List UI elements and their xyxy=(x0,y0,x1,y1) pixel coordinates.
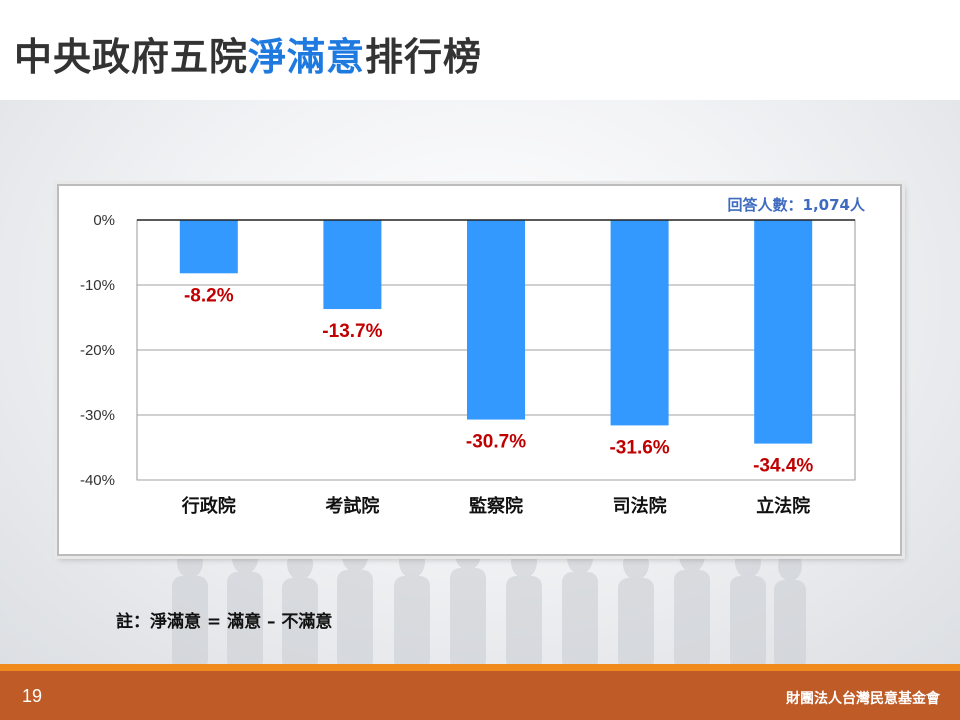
y-tick-label: -40% xyxy=(80,472,115,489)
title-highlight: 淨滿意 xyxy=(248,35,366,79)
data-label: -13.7% xyxy=(322,321,382,342)
footer-bar: 19 財團法人台灣民意基金會 xyxy=(0,671,960,720)
footnote: 註：淨滿意 = 滿意 – 不滿意 xyxy=(116,612,333,632)
bar-4 xyxy=(610,220,669,426)
bar-3 xyxy=(467,220,525,420)
sample-size-annotation: 回答人數：1,074人 xyxy=(728,196,866,214)
x-category-label: 行政院 xyxy=(181,495,236,517)
bar-1 xyxy=(179,220,238,274)
x-category-label: 考試院 xyxy=(325,495,379,517)
y-tick-label: -30% xyxy=(80,407,115,424)
page-number: 19 xyxy=(22,686,43,706)
title-bar: 中央政府五院淨滿意排行榜 xyxy=(0,0,960,100)
chart-panel: 0% -10% -20% -30% -40% -8.2% 行政院 -13.7% 考試院 -30.7… xyxy=(57,184,902,556)
footer-accent-line xyxy=(0,664,960,671)
organization-name: 財團法人台灣民意基金會 xyxy=(786,691,940,707)
bar-5 xyxy=(754,220,813,444)
data-label: -34.4% xyxy=(753,456,813,477)
title-main: 中央政府五院 xyxy=(14,35,249,79)
bar-chart: 0% -10% -20% -30% -40% -8.2% 行政院 -13.7% 考試院 -30.7… xyxy=(80,196,866,517)
x-category-label: 監察院 xyxy=(469,495,523,517)
page-title: 中央政府五院淨滿意排行榜 xyxy=(14,26,482,81)
title-tail: 排行榜 xyxy=(365,35,483,79)
x-category-label: 司法院 xyxy=(613,495,667,517)
data-label: -8.2% xyxy=(184,285,234,306)
y-tick-label: 0% xyxy=(93,212,115,229)
data-label: -31.6% xyxy=(609,437,669,458)
crowd-silhouette-image xyxy=(172,540,806,664)
y-tick-label: -20% xyxy=(80,342,115,359)
x-category-label: 立法院 xyxy=(756,495,810,517)
data-label: -30.7% xyxy=(466,432,526,453)
y-tick-label: -10% xyxy=(80,277,115,294)
bar-2 xyxy=(323,220,382,310)
